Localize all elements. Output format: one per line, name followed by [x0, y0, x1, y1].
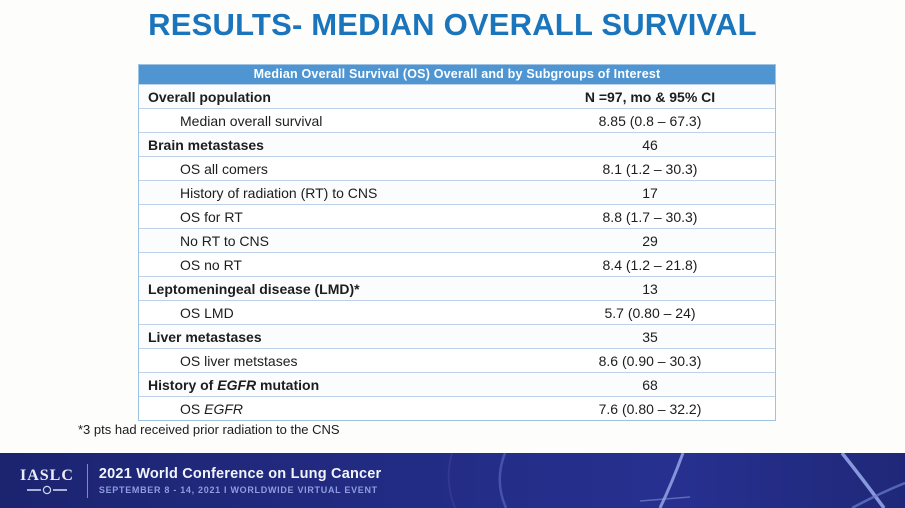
table-row: OS liver metstases 8.6 (0.90 – 30.3) [139, 348, 775, 372]
row-value: 35 [642, 328, 658, 345]
table-row: Median overall survival 8.85 (0.8 – 67.3) [139, 108, 775, 132]
table-row: OS EGFR 7.6 (0.80 – 32.2) [139, 396, 775, 420]
table-row: OS all comers 8.1 (1.2 – 30.3) [139, 156, 775, 180]
row-label: OS for RT [180, 208, 243, 225]
footer-decoration-curves-icon [447, 453, 905, 508]
row-value: 68 [642, 376, 658, 393]
row-label: OS all comers [180, 160, 268, 177]
table-row: OS LMD 5.7 (0.80 – 24) [139, 300, 775, 324]
row-value: N =97, mo & 95% CI [584, 88, 716, 105]
row-label: OS liver metstases [180, 352, 298, 369]
row-label: No RT to CNS [180, 232, 269, 249]
row-value: 13 [642, 280, 658, 297]
table-header: Median Overall Survival (OS) Overall and… [139, 65, 775, 84]
row-value: 7.6 (0.80 – 32.2) [598, 400, 702, 417]
row-label: History of EGFR mutation [148, 376, 320, 393]
footer-content: IASLC 2021 World Conference on Lung Canc… [0, 453, 905, 508]
table-row: Liver metastases 35 [139, 324, 775, 348]
row-label: Leptomeningeal disease (LMD)* [148, 280, 360, 297]
row-value: 17 [642, 184, 658, 201]
conference-subtitle: SEPTEMBER 8 - 14, 2021 I WORLDWIDE VIRTU… [98, 485, 378, 495]
table-row: Brain metastases 46 [139, 132, 775, 156]
row-label: Liver metastases [148, 328, 262, 345]
results-table-body: Overall population N =97, mo & 95% CI Medi… [139, 84, 775, 420]
table-row: OS for RT 8.8 (1.7 – 30.3) [139, 204, 775, 228]
row-label: OS no RT [180, 256, 242, 273]
footer-divider [86, 463, 88, 498]
page-title: RESULTS- MEDIAN OVERALL SURVIVAL [148, 7, 757, 42]
row-value: 8.8 (1.7 – 30.3) [602, 208, 698, 225]
row-label: History of radiation (RT) to CNS [180, 184, 378, 201]
row-label: Median overall survival [180, 112, 323, 129]
table-row: No RT to CNS 29 [139, 228, 775, 252]
row-label: OS EGFR [180, 400, 244, 417]
row-value: 8.4 (1.2 – 21.8) [602, 256, 698, 273]
row-value: 46 [642, 136, 658, 153]
table-row: OS no RT 8.4 (1.2 – 21.8) [139, 252, 775, 276]
row-value: 29 [642, 232, 658, 249]
iaslc-logo: IASLC [20, 467, 74, 495]
conference-title: 2021 World Conference on Lung Cancer [98, 466, 382, 482]
footer-banner: IASLC 2021 World Conference on Lung Canc… [0, 453, 905, 508]
row-value: 8.1 (1.2 – 30.3) [602, 160, 698, 177]
iaslc-logo-text: IASLC [20, 466, 74, 484]
table-row: History of EGFR mutation 68 [139, 372, 775, 396]
row-label: OS LMD [180, 304, 234, 321]
iaslc-winged-globe-icon [26, 485, 67, 494]
row-label: Brain metastases [148, 136, 264, 153]
row-label: Overall population [148, 88, 271, 105]
table-row: History of radiation (RT) to CNS 17 [139, 180, 775, 204]
footnote: *3 pts had received prior radiation to t… [78, 422, 340, 437]
row-value: 5.7 (0.80 – 24) [604, 304, 696, 321]
row-value: 8.85 (0.8 – 67.3) [598, 112, 702, 129]
row-value: 8.6 (0.90 – 30.3) [598, 352, 702, 369]
table-row: Leptomeningeal disease (LMD)* 13 [139, 276, 775, 300]
results-table: Median Overall Survival (OS) Overall and… [138, 64, 776, 421]
conference-text-block: 2021 World Conference on Lung Cancer SEP… [99, 466, 382, 495]
table-row: Overall population N =97, mo & 95% CI [139, 84, 775, 108]
